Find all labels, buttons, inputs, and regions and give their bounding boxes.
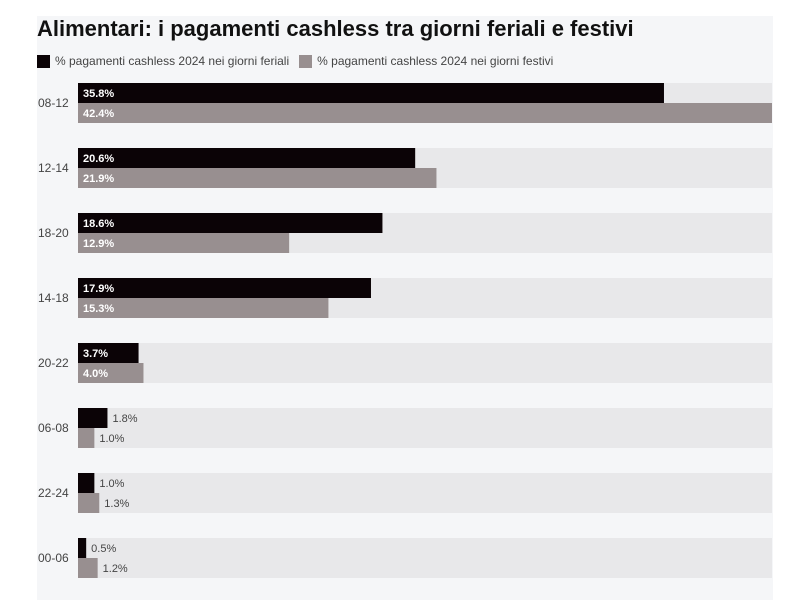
bar bbox=[78, 213, 383, 233]
data-label: 1.2% bbox=[103, 563, 128, 575]
category-label: 12-14 bbox=[38, 161, 69, 175]
data-label: 0.5% bbox=[91, 543, 116, 555]
data-label: 18.6% bbox=[83, 218, 114, 230]
data-label: 1.0% bbox=[99, 478, 124, 490]
row-background bbox=[78, 408, 772, 448]
data-label: 1.8% bbox=[112, 413, 137, 425]
bar bbox=[78, 428, 95, 448]
data-label: 17.9% bbox=[83, 283, 114, 295]
row-background bbox=[78, 343, 772, 383]
data-label: 42.4% bbox=[83, 108, 114, 120]
legend-swatch-feriali bbox=[37, 54, 50, 68]
category-label: 18-20 bbox=[38, 226, 69, 240]
bar bbox=[78, 103, 772, 123]
category-label: 00-06 bbox=[38, 551, 69, 565]
data-label: 1.0% bbox=[99, 433, 124, 445]
row-background bbox=[78, 538, 772, 578]
category-label: 06-08 bbox=[38, 421, 69, 435]
legend-item-festivi[interactable]: % pagamenti cashless 2024 nei giorni fes… bbox=[299, 54, 553, 68]
data-label: 12.9% bbox=[83, 238, 114, 250]
data-label: 15.3% bbox=[83, 303, 114, 315]
legend-item-feriali[interactable]: % pagamenti cashless 2024 nei giorni fer… bbox=[37, 54, 289, 68]
bar bbox=[78, 363, 144, 383]
bar bbox=[78, 233, 290, 253]
data-label: 3.7% bbox=[83, 348, 108, 360]
legend-label-festivi: % pagamenti cashless 2024 nei giorni fes… bbox=[317, 54, 554, 68]
bar bbox=[78, 168, 437, 188]
category-label: 08-12 bbox=[38, 96, 69, 110]
bar bbox=[78, 298, 329, 318]
category-label: 22-24 bbox=[38, 486, 69, 500]
bar bbox=[78, 148, 416, 168]
bar bbox=[78, 538, 87, 558]
data-label: 1.3% bbox=[104, 498, 129, 510]
bar bbox=[78, 278, 371, 298]
data-label: 4.0% bbox=[83, 368, 108, 380]
chart-legend: % pagamenti cashless 2024 nei giorni fer… bbox=[37, 54, 563, 68]
bar bbox=[78, 558, 98, 578]
bar bbox=[78, 408, 108, 428]
bar bbox=[78, 473, 95, 493]
bar bbox=[78, 493, 100, 513]
data-label: 21.9% bbox=[83, 173, 114, 185]
row-background bbox=[78, 473, 772, 513]
chart-title: Alimentari: i pagamenti cashless tra gio… bbox=[37, 16, 634, 41]
category-label: 20-22 bbox=[38, 356, 69, 370]
legend-swatch-festivi bbox=[299, 54, 313, 68]
data-label: 20.6% bbox=[83, 153, 114, 165]
data-label: 35.8% bbox=[83, 88, 114, 100]
bar bbox=[78, 83, 664, 103]
legend-label-feriali: % pagamenti cashless 2024 nei giorni fer… bbox=[55, 54, 290, 68]
category-label: 14-18 bbox=[38, 291, 69, 305]
bar bbox=[78, 343, 139, 363]
